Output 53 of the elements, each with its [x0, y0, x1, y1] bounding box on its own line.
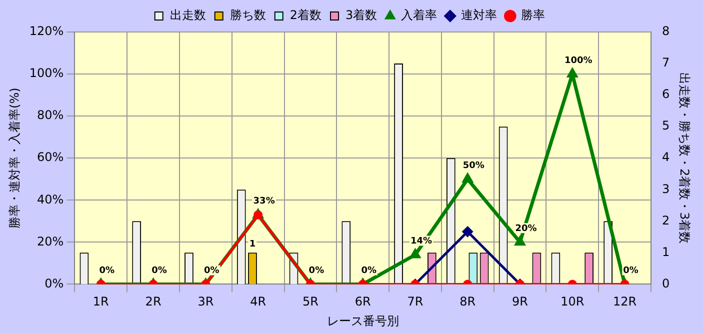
x-tick-label: 8R	[460, 294, 476, 309]
y2-tick-label: 3	[662, 182, 670, 196]
y2-tick-label: 5	[662, 118, 670, 133]
data-label: 0%	[99, 266, 115, 276]
point	[462, 172, 474, 183]
y2-axis-title: 出走数・勝ち数・2着数・3着数	[678, 72, 692, 244]
y2-tick-label: 8	[662, 24, 670, 38]
x-tick-label: 7R	[407, 294, 424, 309]
x-tick-label: 2R	[145, 294, 162, 309]
data-label: 100%	[564, 56, 592, 66]
x-tick-label: 5R	[302, 294, 318, 309]
data-label: 0%	[361, 266, 376, 276]
data-label: 1	[249, 240, 256, 250]
y-tick-label: 120%	[29, 24, 64, 38]
x-tick-label: 1R	[92, 294, 109, 309]
legend-label: 勝ち数	[230, 8, 266, 22]
y-tick-label: 100%	[29, 66, 64, 80]
data-label: 0%	[623, 266, 638, 276]
x-tick-label: 9R	[512, 294, 528, 309]
y2-tick-label: 7	[662, 56, 670, 70]
y-tick-label: 80%	[37, 108, 64, 122]
x-axis-title: レース番号別	[326, 314, 399, 328]
legend-label: 3着数	[346, 8, 378, 22]
x-tick-label: 4R	[250, 294, 266, 309]
point	[566, 68, 578, 78]
data-label: 33%	[253, 196, 275, 207]
legend-label: 2着数	[290, 8, 322, 22]
y2-tick-label: 2	[662, 213, 670, 228]
y-tick-label: 0%	[44, 276, 64, 290]
point	[410, 248, 421, 258]
y2-tick-label: 6	[662, 87, 670, 102]
data-label: 0%	[152, 266, 167, 276]
data-label: 50%	[462, 160, 484, 171]
y-axis-title: 勝率・連対率・入着率(%)	[7, 88, 22, 228]
y-tick-label: 40%	[37, 192, 64, 206]
legend-label: 勝率	[521, 8, 546, 22]
legend-label: 出走数	[170, 8, 206, 22]
y-tick-label: 20%	[37, 234, 64, 248]
x-tick-label: 12R	[612, 294, 637, 309]
y2-tick-label: 0	[662, 276, 670, 290]
data-label: 0%	[204, 266, 220, 276]
x-tick-label: 3R	[198, 294, 214, 309]
legend-label: 連対率	[461, 8, 498, 22]
x-tick-label: 10R	[560, 294, 584, 309]
x-tick-label: 6R	[354, 294, 371, 309]
data-label: 0%	[308, 266, 324, 276]
y2-tick-label: 4	[662, 150, 670, 164]
point	[514, 236, 526, 246]
y2-tick-label: 1	[662, 244, 670, 259]
data-label: 20%	[515, 224, 537, 234]
legend-label: 入着率	[401, 8, 438, 22]
y-tick-label: 60%	[37, 150, 64, 164]
data-label: 14%	[410, 236, 432, 247]
